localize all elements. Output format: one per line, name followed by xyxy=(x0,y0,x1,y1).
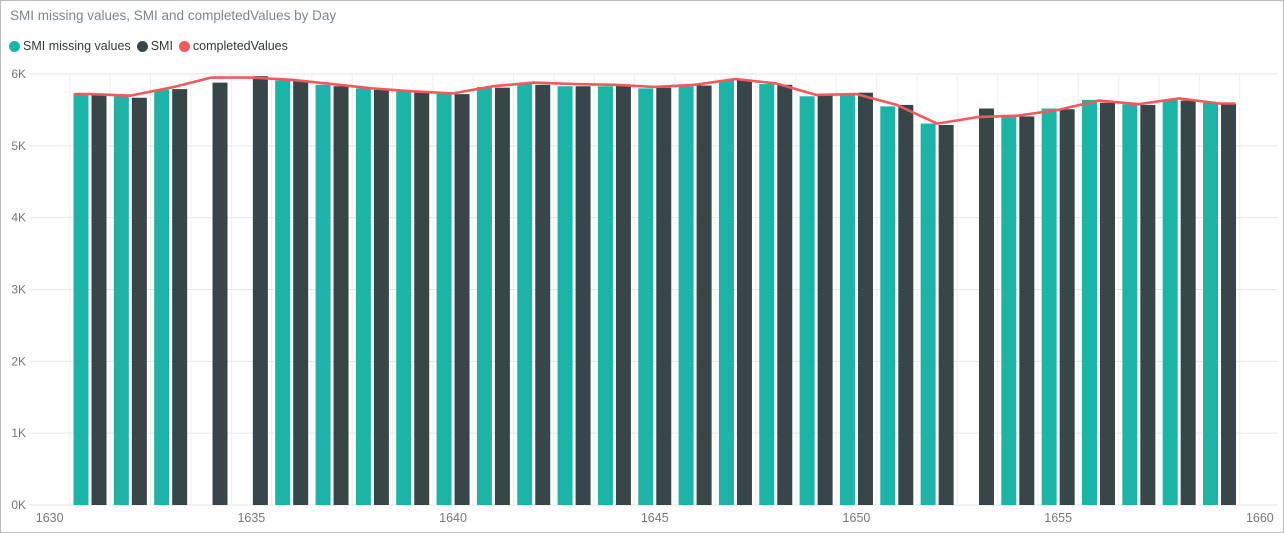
y-axis-tick-label: 6K xyxy=(11,67,26,81)
bar-smi-missing-values-1640[interactable] xyxy=(436,93,452,506)
bar-smi-missing-values-1655[interactable] xyxy=(1041,108,1057,505)
x-axis-tick-label: 1645 xyxy=(641,511,669,525)
bar-smi-missing-values-1656[interactable] xyxy=(1082,99,1097,506)
y-axis-tick-label: 1K xyxy=(11,426,26,440)
bar-smi-1657[interactable] xyxy=(1140,104,1156,506)
legend-label: SMI xyxy=(150,39,173,53)
bar-smi-1651[interactable] xyxy=(898,104,914,506)
bar-smi-missing-values-1650[interactable] xyxy=(839,94,855,505)
bar-smi-1645[interactable] xyxy=(656,87,672,506)
chart-title: SMI missing values, SMI and completedVal… xyxy=(10,8,337,23)
legend-label: completedValues xyxy=(192,39,288,53)
bar-smi-missing-values-1633[interactable] xyxy=(154,89,170,505)
bar-smi-1646[interactable] xyxy=(696,85,712,505)
bar-smi-1633[interactable] xyxy=(172,89,188,505)
bar-smi-1649[interactable] xyxy=(817,94,833,505)
bar-smi-1658[interactable] xyxy=(1180,100,1196,505)
bar-smi-1634[interactable] xyxy=(212,82,228,506)
x-axis-tick-label: 1650 xyxy=(843,511,871,525)
legend: SMI missing values SMI completedValues xyxy=(9,39,294,53)
bar-smi-1656[interactable] xyxy=(1100,102,1115,505)
bar-smi-missing-values-1636[interactable] xyxy=(275,80,291,505)
bar-smi-missing-values-1644[interactable] xyxy=(597,86,613,505)
bar-smi-1644[interactable] xyxy=(615,85,631,505)
bar-smi-1637[interactable] xyxy=(333,86,349,505)
y-axis-tick-label: 5K xyxy=(11,139,26,153)
bar-smi-missing-values-1643[interactable] xyxy=(557,86,573,505)
bar-smi-1639[interactable] xyxy=(414,91,430,505)
legend-item-smi-missing-values[interactable]: SMI missing values xyxy=(9,39,131,53)
bar-smi-1653[interactable] xyxy=(978,108,994,505)
bar-smi-missing-values-1645[interactable] xyxy=(638,88,654,506)
bar-smi-missing-values-1641[interactable] xyxy=(476,86,492,505)
bar-smi-missing-values-1654[interactable] xyxy=(1001,116,1017,506)
bar-smi-missing-values-1642[interactable] xyxy=(517,83,533,505)
bar-smi-missing-values-1637[interactable] xyxy=(315,84,331,506)
y-axis-tick-label: 2K xyxy=(11,354,26,368)
bar-smi-missing-values-1638[interactable] xyxy=(355,88,371,506)
bar-smi-1642[interactable] xyxy=(535,84,551,506)
bar-smi-1632[interactable] xyxy=(131,97,147,505)
bar-smi-missing-values-1646[interactable] xyxy=(678,86,694,505)
bar-smi-missing-values-1652[interactable] xyxy=(920,123,936,505)
bar-smi-1652[interactable] xyxy=(938,125,954,506)
completedvalues-line[interactable] xyxy=(73,76,1236,125)
bar-smi-1659[interactable] xyxy=(1221,103,1237,505)
bar-smi-missing-values-1658[interactable] xyxy=(1162,99,1178,506)
bar-smi-1638[interactable] xyxy=(373,89,389,505)
bar-smi-1641[interactable] xyxy=(494,87,510,506)
bar-smi-1654[interactable] xyxy=(1019,116,1035,506)
x-axis-tick-label: 1655 xyxy=(1044,511,1072,525)
bar-smi-1650[interactable] xyxy=(857,92,873,505)
y-axis-tick-label: 0K xyxy=(11,498,26,512)
bar-smi-missing-values-1659[interactable] xyxy=(1203,102,1219,505)
bar-smi-1655[interactable] xyxy=(1059,109,1075,505)
legend-item-smi[interactable]: SMI xyxy=(136,39,173,53)
y-axis-tick-label: 3K xyxy=(11,283,26,297)
legend-swatch-red-icon xyxy=(178,40,190,52)
bar-smi-1640[interactable] xyxy=(454,94,470,506)
bar-smi-missing-values-1651[interactable] xyxy=(880,106,896,505)
bar-smi-missing-values-1648[interactable] xyxy=(759,84,775,505)
bar-smi-missing-values-1639[interactable] xyxy=(396,91,412,505)
legend-item-completedvalues[interactable]: completedValues xyxy=(178,39,288,53)
bar-smi-missing-values-1632[interactable] xyxy=(113,96,129,506)
y-axis-tick-label: 4K xyxy=(11,211,26,225)
bar-smi-1631[interactable] xyxy=(91,94,107,505)
bar-smi-1643[interactable] xyxy=(575,86,591,505)
bar-smi-1636[interactable] xyxy=(293,81,309,505)
legend-swatch-teal-icon xyxy=(9,40,20,52)
x-axis-tick-label: 1660 xyxy=(1246,511,1274,525)
legend-label: SMI missing values xyxy=(23,39,131,53)
legend-swatch-dark-icon xyxy=(136,40,148,52)
x-axis-tick-label: 1630 xyxy=(36,511,64,525)
x-axis-tick-label: 1640 xyxy=(439,511,467,525)
bar-smi-missing-values-1647[interactable] xyxy=(718,80,734,505)
bar-smi-missing-values-1649[interactable] xyxy=(799,96,815,506)
bar-smi-missing-values-1631[interactable] xyxy=(73,93,89,506)
bar-smi-1648[interactable] xyxy=(777,84,793,506)
bar-smi-1635[interactable] xyxy=(252,76,268,505)
x-axis-tick-label: 1635 xyxy=(237,511,265,525)
bar-smi-1647[interactable] xyxy=(736,79,752,505)
bar-smi-missing-values-1657[interactable] xyxy=(1122,104,1138,505)
